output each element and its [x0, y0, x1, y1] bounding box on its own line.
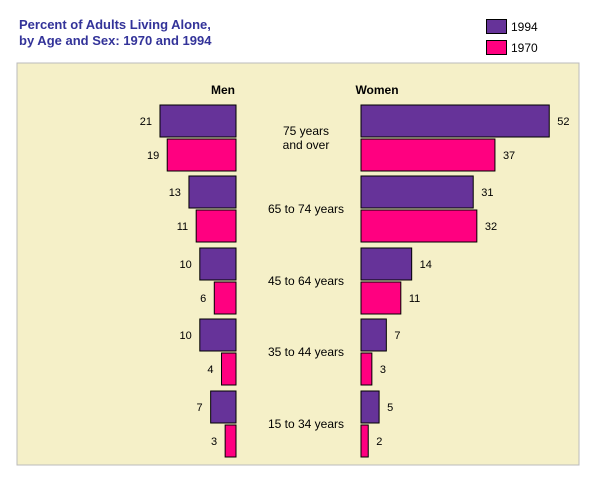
- category-label: 15 to 34 years: [268, 417, 344, 431]
- panel-label-women: Women: [355, 83, 398, 97]
- category-label: 65 to 74 years: [268, 202, 344, 216]
- category-label: 75 years and over: [283, 124, 330, 152]
- value-label-men-1994: 21: [140, 116, 152, 128]
- value-label-men-1994: 10: [180, 330, 192, 342]
- bar-women-1994: [360, 104, 550, 138]
- legend-item-1994: 1994: [486, 16, 538, 37]
- title-line-2: by Age and Sex: 1970 and 1994: [19, 33, 212, 48]
- value-label-men-1994: 10: [180, 259, 192, 271]
- bar-men-1994: [210, 390, 237, 424]
- value-label-men-1970: 11: [177, 221, 188, 233]
- bar-women-1970: [360, 281, 402, 315]
- legend-swatch-1970: [486, 40, 507, 55]
- bar-women-1994: [360, 318, 387, 352]
- value-label-women-1994: 31: [481, 187, 493, 199]
- bar-women-1970: [360, 209, 478, 243]
- value-label-women-1970: 37: [503, 150, 515, 162]
- value-label-men-1970: 4: [207, 364, 213, 376]
- bar-women-1994: [360, 247, 413, 281]
- value-label-men-1994: 13: [169, 187, 181, 199]
- bar-men-1970: [221, 352, 237, 386]
- value-label-women-1994: 7: [394, 330, 400, 342]
- bar-men-1970: [213, 281, 237, 315]
- chart-title: Percent of Adults Living Alone, by Age a…: [19, 17, 211, 49]
- value-label-women-1994: 14: [420, 259, 432, 271]
- legend: 1994 1970: [486, 16, 538, 58]
- value-label-men-1970: 3: [211, 436, 217, 448]
- bar-men-1994: [199, 318, 237, 352]
- bar-men-1970: [166, 138, 237, 172]
- title-line-1: Percent of Adults Living Alone,: [19, 17, 211, 32]
- legend-label-1970: 1970: [511, 40, 538, 55]
- bar-men-1970: [224, 424, 237, 458]
- category-label: 35 to 44 years: [268, 345, 344, 359]
- value-label-women-1994: 52: [557, 116, 569, 128]
- bar-men-1994: [199, 247, 237, 281]
- bar-men-1994: [188, 175, 237, 209]
- value-label-women-1970: 32: [485, 221, 497, 233]
- legend-swatch-1994: [486, 19, 507, 34]
- panel-label-men: Men: [211, 83, 235, 97]
- legend-item-1970: 1970: [486, 37, 538, 58]
- value-label-women-1970: 2: [376, 436, 382, 448]
- bar-women-1970: [360, 352, 373, 386]
- value-label-men-1970: 6: [200, 293, 206, 305]
- value-label-men-1970: 19: [147, 150, 159, 162]
- value-label-women-1970: 11: [409, 293, 420, 305]
- legend-label-1994: 1994: [511, 19, 538, 34]
- bar-men-1994: [159, 104, 237, 138]
- value-label-women-1994: 5: [387, 402, 393, 414]
- value-label-women-1970: 3: [380, 364, 386, 376]
- bar-women-1994: [360, 390, 380, 424]
- category-label: 45 to 64 years: [268, 274, 344, 288]
- bar-women-1970: [360, 424, 369, 458]
- bar-men-1970: [195, 209, 237, 243]
- bar-women-1994: [360, 175, 474, 209]
- bar-women-1970: [360, 138, 496, 172]
- value-label-men-1994: 7: [197, 402, 203, 414]
